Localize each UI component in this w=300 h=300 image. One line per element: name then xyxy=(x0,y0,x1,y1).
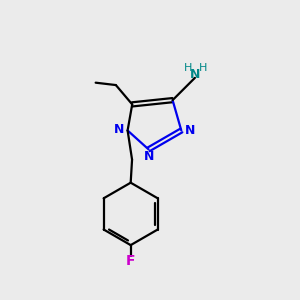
Text: H: H xyxy=(184,63,193,73)
Text: N: N xyxy=(144,150,154,163)
Text: N: N xyxy=(114,123,124,136)
Text: H: H xyxy=(199,63,207,73)
Text: N: N xyxy=(190,68,200,81)
Text: N: N xyxy=(184,124,195,137)
Text: F: F xyxy=(126,254,135,268)
